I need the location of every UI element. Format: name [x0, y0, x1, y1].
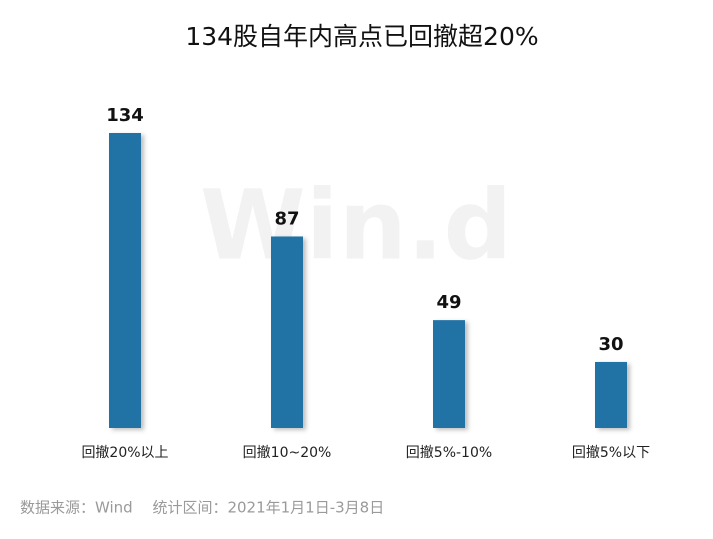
source-note: 数据来源：Wind 统计区间：2021年1月1日-3月8日: [20, 499, 384, 517]
x-tick-label: 回撤20%以上: [81, 445, 168, 461]
x-tick-label: 回撤10~20%: [243, 445, 332, 461]
watermark: Win.d: [200, 169, 512, 281]
x-tick-label: 回撤5%以下: [572, 445, 650, 461]
value-label: 49: [436, 292, 461, 313]
x-tick-label: 回撤5%-10%: [406, 445, 492, 461]
bar: [433, 320, 465, 428]
chart-title: 134股自年内高点已回撤超20%: [185, 22, 538, 51]
value-label: 134: [106, 105, 144, 126]
bar: [109, 133, 141, 428]
value-label: 87: [274, 208, 299, 229]
bar: [595, 361, 627, 428]
value-label: 30: [598, 334, 623, 355]
bar: [271, 236, 303, 428]
